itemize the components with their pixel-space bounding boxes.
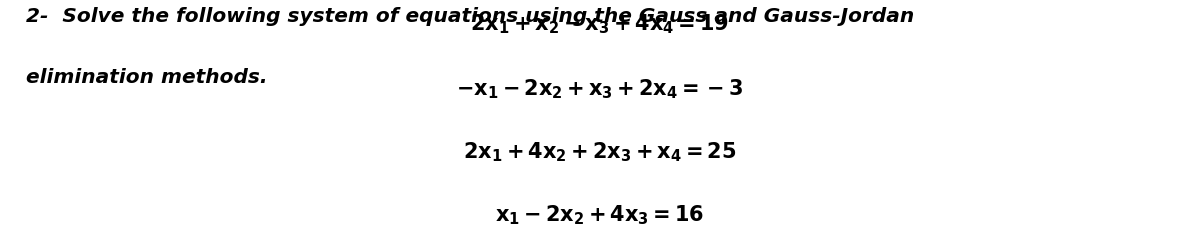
Text: $\mathbf{-x_1 - 2x_2 + x_3 + 2x_4 = -3}$: $\mathbf{-x_1 - 2x_2 + x_3 + 2x_4 = -3}$ bbox=[456, 77, 744, 101]
Text: $\mathbf{2x_1 + 4x_2 + 2x_3 + x_4 = 25}$: $\mathbf{2x_1 + 4x_2 + 2x_3 + x_4 = 25}$ bbox=[463, 140, 737, 164]
Text: $\mathbf{2x_1 + x_2 - x_3 + 4x_4 = 19}$: $\mathbf{2x_1 + x_2 - x_3 + 4x_4 = 19}$ bbox=[470, 12, 730, 36]
Text: $\mathbf{x_1 - 2x_2 + 4x_3 = 16}$: $\mathbf{x_1 - 2x_2 + 4x_3 = 16}$ bbox=[496, 203, 704, 227]
Text: 2-  Solve the following system of equations using the Gauss and Gauss-Jordan: 2- Solve the following system of equatio… bbox=[26, 7, 914, 26]
Text: elimination methods.: elimination methods. bbox=[26, 68, 268, 87]
